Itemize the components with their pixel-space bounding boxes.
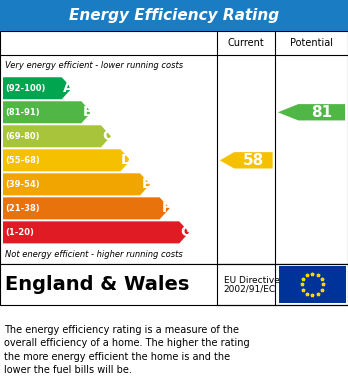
Text: Energy Efficiency Rating: Energy Efficiency Rating [69, 8, 279, 23]
Polygon shape [3, 149, 130, 171]
Text: England & Wales: England & Wales [5, 275, 189, 294]
Text: The energy efficiency rating is a measure of the
overall efficiency of a home. T: The energy efficiency rating is a measur… [4, 325, 250, 375]
Text: 58: 58 [243, 153, 264, 168]
Text: (21-38): (21-38) [5, 204, 40, 213]
Text: Potential: Potential [290, 38, 333, 48]
Text: EU Directive: EU Directive [223, 276, 279, 285]
Bar [279, 266, 346, 303]
Text: Current: Current [228, 38, 264, 48]
Text: 2002/91/EC: 2002/91/EC [223, 285, 276, 294]
Polygon shape [220, 152, 272, 169]
Polygon shape [3, 77, 72, 99]
Bar [0, 264, 348, 305]
Text: (92-100): (92-100) [5, 84, 45, 93]
Text: B: B [82, 105, 93, 119]
Polygon shape [3, 221, 189, 243]
Text: (1-20): (1-20) [5, 228, 34, 237]
Text: G: G [180, 225, 191, 239]
Text: Not energy efficient - higher running costs: Not energy efficient - higher running co… [5, 249, 183, 259]
Text: (55-68): (55-68) [5, 156, 40, 165]
Polygon shape [3, 197, 169, 219]
Text: (81-91): (81-91) [5, 108, 40, 117]
Text: (69-80): (69-80) [5, 132, 40, 141]
Bar [0, 31, 348, 264]
Polygon shape [3, 101, 91, 123]
Text: Very energy efficient - lower running costs: Very energy efficient - lower running co… [5, 61, 183, 70]
Text: E: E [142, 178, 151, 191]
Polygon shape [3, 173, 150, 196]
Text: F: F [161, 201, 171, 215]
Text: (39-54): (39-54) [5, 180, 40, 189]
Text: A: A [63, 81, 74, 95]
Bar [0, 0, 348, 31]
Text: 81: 81 [311, 105, 332, 120]
Polygon shape [3, 125, 111, 147]
Polygon shape [278, 104, 345, 120]
Text: D: D [121, 153, 133, 167]
Text: C: C [102, 129, 112, 143]
